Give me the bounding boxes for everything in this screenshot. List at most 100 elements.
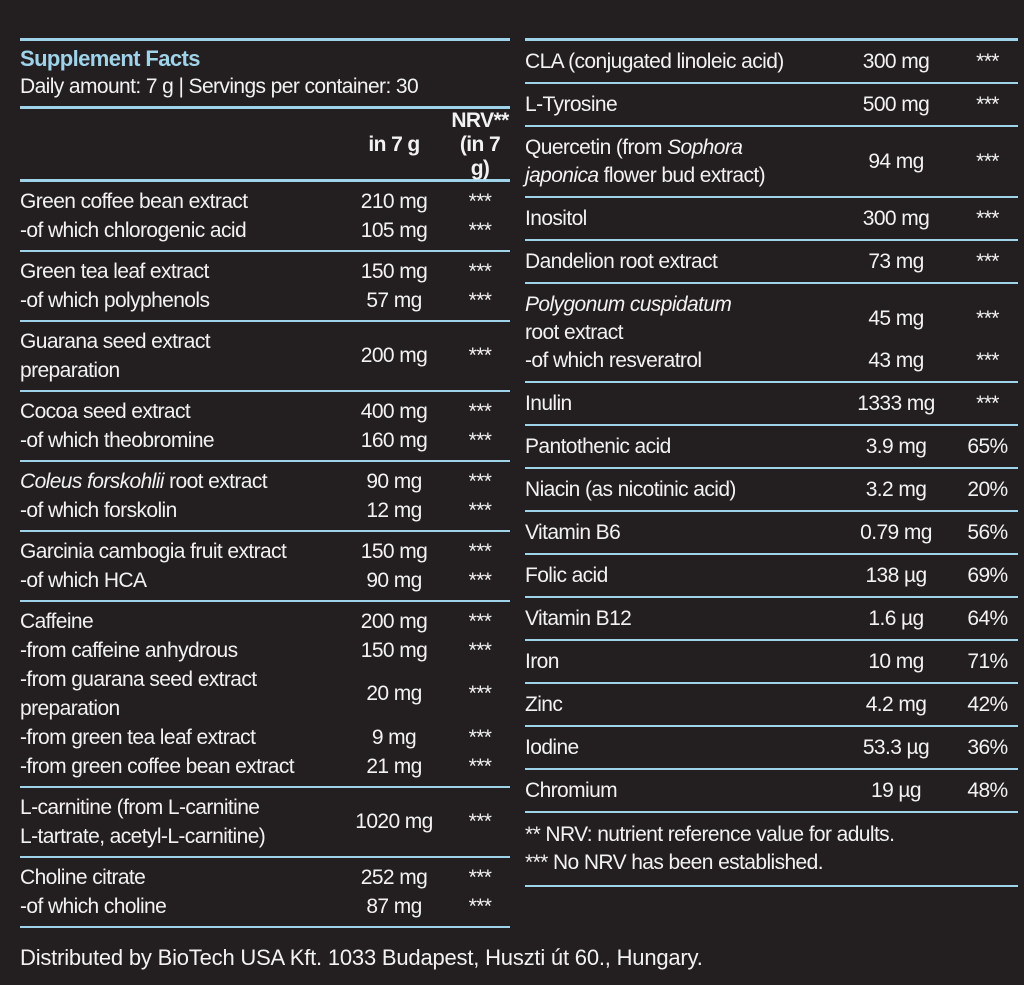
name-line: Inulin <box>525 392 572 415</box>
row: -of which HCA 90 mg *** <box>20 566 510 595</box>
name-line: -of which theobromine <box>20 429 215 452</box>
name-line: preparation <box>20 697 120 720</box>
amount-header: in 7 g <box>368 133 420 156</box>
amount: 90 mg <box>366 469 422 493</box>
ingredient-name: -from caffeine anhydrous <box>20 636 338 665</box>
ingredient-name: Chromium <box>525 777 835 805</box>
title: Supplement Facts <box>20 46 200 71</box>
row: -of which forskolin 12 mg *** <box>20 496 510 525</box>
name-line: preparation <box>20 359 120 382</box>
ingredient-name: Garcinia cambogia fruit extract <box>20 537 338 566</box>
row-group: Chromium 19 µg 48% <box>525 770 1018 813</box>
footnotes: ** NRV: nutrient reference value for adu… <box>525 813 1018 887</box>
row-group: Zinc 4.2 mg 42% <box>525 684 1018 727</box>
nrv: *** <box>976 307 999 330</box>
row-group: Cocoa seed extract 400 mg *** -of which the… <box>20 392 510 462</box>
row: Choline citrate 252 mg *** <box>20 863 510 892</box>
row-group: Quercetin (from Sophora japonica flower b… <box>525 127 1018 198</box>
nrv: *** <box>976 93 999 116</box>
ingredient-name: -from green coffee bean extract <box>20 752 338 781</box>
amount: 53.3 µg <box>862 736 930 759</box>
name-line: CLA (conjugated linoleic acid) <box>525 50 784 73</box>
amount: 1333 mg <box>857 392 935 415</box>
name-line: Pantothenic acid <box>525 435 671 458</box>
nrv: *** <box>468 865 492 889</box>
nrv: *** <box>468 810 492 833</box>
header: Supplement Facts Daily amount: 7 g | Ser… <box>20 38 510 109</box>
row-group: Green tea leaf extract 150 mg *** -of which… <box>20 252 510 322</box>
row: L-Tyrosine 500 mg *** <box>525 91 1018 119</box>
row: Vitamin B12 1.6 µg 64% <box>525 605 1018 633</box>
row-group: Caffeine 200 mg *** -from caffeine anhydrou… <box>20 602 510 788</box>
name-line: Inositol <box>525 207 587 230</box>
amount: 138 µg <box>865 564 927 587</box>
nrv-header-line: (in 7 g) <box>459 133 501 180</box>
row: CLA (conjugated linoleic acid) 300 mg *** <box>525 48 1018 76</box>
row-group: Garcinia cambogia fruit extract 150 mg ***… <box>20 532 510 602</box>
name-line: Cocoa seed extract <box>20 400 191 423</box>
nrv: 56% <box>967 521 1008 544</box>
name-italic: Sophora <box>667 136 743 159</box>
row: Dandelion root extract 73 mg *** <box>525 248 1018 276</box>
name-line: L-carnitine (from L-carnitine <box>20 796 260 819</box>
name-line: -of which resveratrol <box>525 349 702 372</box>
ingredient-name: Zinc <box>525 691 835 719</box>
row: -from guarana seed extract preparation 20 … <box>20 665 510 723</box>
nrv: *** <box>468 469 492 493</box>
row: Pantothenic acid 3.9 mg 65% <box>525 433 1018 461</box>
ingredient-name: Inositol <box>525 205 835 233</box>
nrv: *** <box>468 344 492 367</box>
row: Iodine 53.3 µg 36% <box>525 734 1018 762</box>
name-line: Green tea leaf extract <box>20 260 209 283</box>
name-line: Garcinia cambogia fruit extract <box>20 540 287 563</box>
nrv: *** <box>468 568 492 592</box>
ingredient-name: Pantothenic acid <box>525 433 835 461</box>
nrv: *** <box>468 894 492 918</box>
name-line: Caffeine <box>20 610 94 633</box>
nrv: *** <box>976 349 999 372</box>
row-group: L-carnitine (from L-carnitine L-tartrate,… <box>20 788 510 858</box>
nrv: 71% <box>967 650 1008 673</box>
row: -of which polyphenols 57 mg *** <box>20 286 510 315</box>
row: Green coffee bean extract 210 mg *** <box>20 187 510 216</box>
row: Zinc 4.2 mg 42% <box>525 691 1018 719</box>
row: Chromium 19 µg 48% <box>525 777 1018 805</box>
footer: Distributed by BioTech USA Kft. 1033 Bud… <box>20 945 703 970</box>
name-line: root extract <box>525 321 623 344</box>
nrv: *** <box>468 609 492 633</box>
ingredient-name: Iodine <box>525 734 835 762</box>
amount: 20 mg <box>366 682 422 705</box>
nrv: *** <box>468 288 492 312</box>
nrv: *** <box>976 250 999 273</box>
name-line: Iodine <box>525 736 579 759</box>
row-group: L-Tyrosine 500 mg *** <box>525 84 1018 127</box>
name-line: -from green coffee bean extract <box>20 755 295 778</box>
name-italic: Polygonum cuspidatum <box>525 293 732 316</box>
nrv: 69% <box>967 564 1008 587</box>
row: Vitamin B6 0.79 mg 56% <box>525 519 1018 547</box>
amount: 19 µg <box>871 779 922 802</box>
amount: 150 mg <box>360 539 428 563</box>
amount: 73 mg <box>868 250 924 273</box>
row: Green tea leaf extract 150 mg *** <box>20 257 510 286</box>
left-column: Supplement Facts Daily amount: 7 g | Ser… <box>20 38 510 928</box>
ingredient-name: Polygonum cuspidatum root extract <box>525 291 835 347</box>
name-line: L-Tyrosine <box>525 93 618 116</box>
nrv: 42% <box>967 693 1008 716</box>
nrv: *** <box>468 399 492 423</box>
ingredient-name: Green tea leaf extract <box>20 257 338 286</box>
name-line: L-tartrate, acetyl-L-carnitine) <box>20 825 266 848</box>
amount: 3.2 mg <box>865 478 927 501</box>
nrv: *** <box>468 682 492 705</box>
amount: 160 mg <box>360 428 428 452</box>
name-line: Niacin (as nicotinic acid) <box>525 478 736 501</box>
ingredient-name: Folic acid <box>525 562 835 590</box>
name-line: Iron <box>525 650 559 673</box>
amount: 94 mg <box>868 150 924 173</box>
amount: 150 mg <box>360 638 428 662</box>
nrv: *** <box>468 539 492 563</box>
amount: 200 mg <box>360 609 428 633</box>
name-line: Coleus forskohlii root extract <box>20 467 338 496</box>
amount: 9 mg <box>371 725 417 749</box>
row: Cocoa seed extract 400 mg *** <box>20 397 510 426</box>
